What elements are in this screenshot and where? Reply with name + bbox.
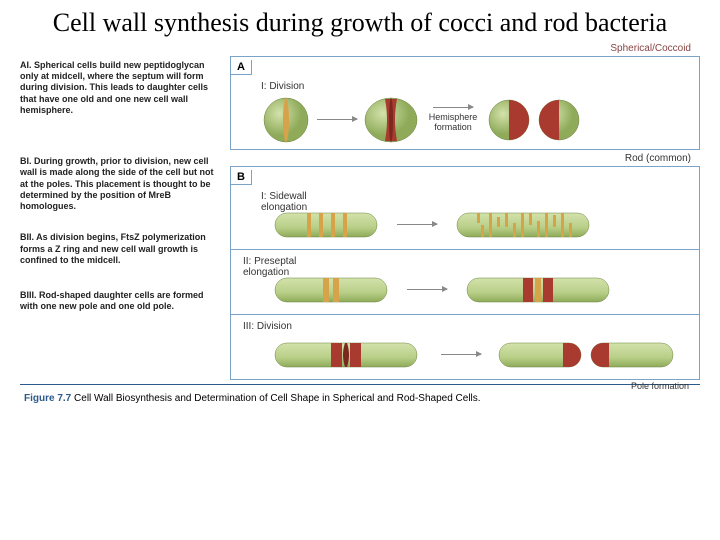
desc-BIII: BIII. Rod-shaped daughter cells are form… [20, 290, 222, 313]
content-area: AI. Spherical cells build new peptidogly… [0, 42, 720, 384]
arrow-icon [397, 224, 437, 225]
page-title: Cell wall synthesis during growth of coc… [0, 0, 720, 42]
diagram-column: Spherical/Coccoid A I: Division [230, 42, 700, 384]
row-B-II-label: II: Preseptal elongation [243, 256, 323, 278]
row-B-I-label: I: Sidewall elongation [261, 191, 341, 213]
row-B-I: I: Sidewall elongation [231, 185, 699, 249]
panel-B: Rod (common) B I: Sidewall elongation [230, 166, 700, 380]
rod-BII-2 [453, 270, 623, 310]
rod-BIII-1 [261, 335, 431, 375]
descriptions-column: AI. Spherical cells build new peptidogly… [20, 42, 230, 384]
rod-BI-2 [443, 205, 603, 245]
desc-BI: BI. During growth, prior to division, ne… [20, 156, 222, 212]
caption-fig-num: Figure 7.7 [24, 393, 71, 404]
arrow-icon [317, 119, 357, 120]
caption-text: Cell Wall Biosynthesis and Determination… [74, 393, 481, 404]
panel-B-label: B [231, 170, 252, 185]
annot-hemisphere: Hemisphere formation [423, 112, 483, 132]
desc-AI: AI. Spherical cells build new peptidogly… [20, 60, 222, 116]
row-B-II: II: Preseptal elongation [231, 249, 699, 314]
arrow-icon [441, 354, 481, 355]
panel-A: Spherical/Coccoid A I: Division [230, 56, 700, 150]
annot-pole: Pole formation [631, 381, 689, 391]
desc-BII: BII. As division begins, FtsZ polymeriza… [20, 232, 222, 266]
row-B-III-label: III: Division [243, 321, 292, 332]
arrow-icon [433, 107, 473, 108]
coccus-stage3 [487, 95, 587, 145]
figure-caption: Figure 7.7 Cell Wall Biosynthesis and De… [0, 387, 720, 410]
coccus-stage1 [261, 95, 311, 145]
row-A-I-label: I: Division [261, 81, 304, 92]
panel-A-label: A [231, 60, 252, 75]
rod-BIII-2 [491, 335, 681, 375]
caption-rule [20, 384, 700, 385]
arrow-icon [407, 289, 447, 290]
header-rod: Rod (common) [625, 153, 691, 164]
row-B-III: III: Division [231, 314, 699, 379]
coccus-stage2 [363, 95, 419, 145]
header-spherical: Spherical/Coccoid [610, 43, 691, 54]
